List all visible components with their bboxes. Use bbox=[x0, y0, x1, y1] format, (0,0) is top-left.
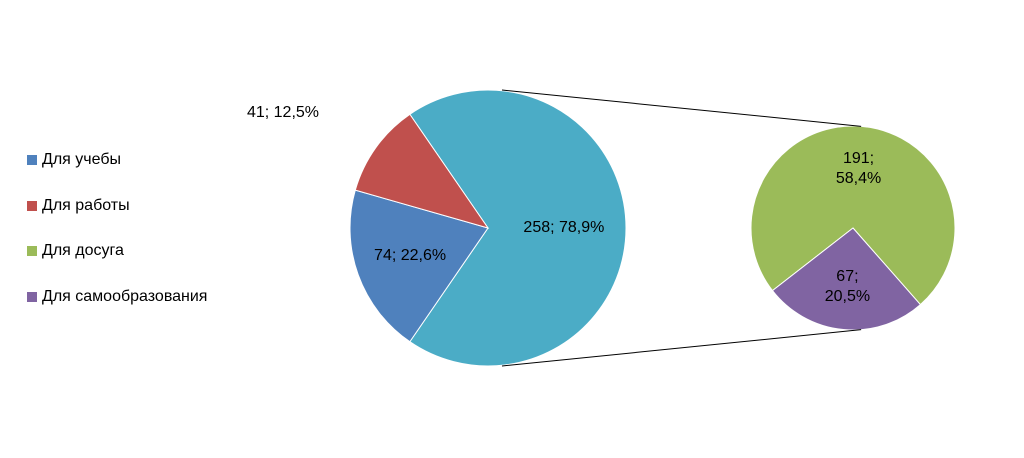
legend-label: Для учебы bbox=[42, 151, 121, 168]
legend-swatch bbox=[27, 200, 37, 211]
pie-slice bbox=[750, 125, 956, 306]
legend-swatch bbox=[27, 246, 37, 256]
legend-label: Для работы bbox=[42, 196, 130, 214]
data-label: 74; 22,6% bbox=[374, 247, 447, 265]
pie-slice bbox=[349, 189, 489, 343]
data-label: 41; 12,5% bbox=[246, 104, 320, 121]
legend-label: Для самообразования bbox=[42, 287, 208, 305]
legend-swatch bbox=[27, 291, 37, 302]
pie-slice bbox=[354, 113, 490, 229]
data-label: 258; 78,9% bbox=[523, 219, 605, 236]
connector-line bbox=[501, 329, 862, 367]
data-label: 67; 20,5% bbox=[824, 267, 871, 305]
data-label: 191; 58,4% bbox=[835, 150, 882, 188]
pie-slice bbox=[409, 89, 627, 367]
legend-swatch bbox=[27, 155, 37, 165]
legend-label: Для досуга bbox=[42, 242, 124, 259]
pie-slice bbox=[771, 227, 922, 331]
connector-line bbox=[501, 89, 862, 127]
